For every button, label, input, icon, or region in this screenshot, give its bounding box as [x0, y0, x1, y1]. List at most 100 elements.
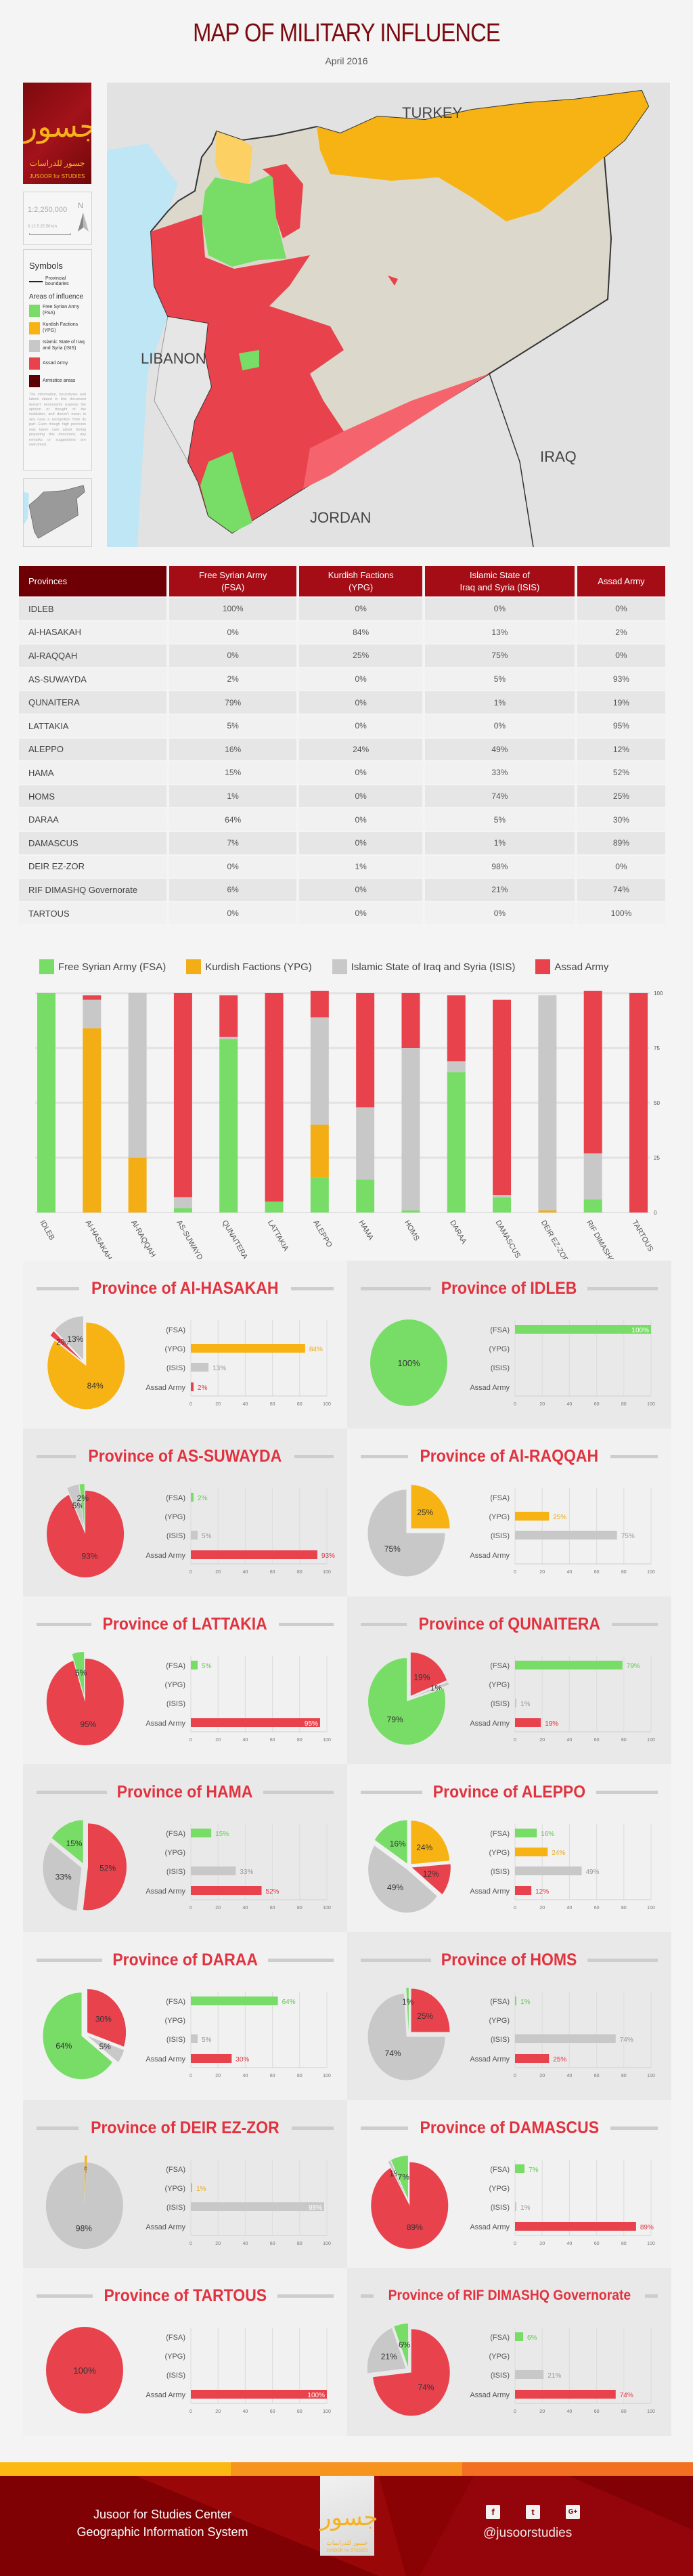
- bar: [515, 1531, 617, 1540]
- province-panel: Province of TARTOUS 100% 0 20 40 60 80 100 (FSA)…: [23, 2268, 347, 2436]
- table-row: Al-HASAKAH 0% 84% 13% 2%: [19, 621, 665, 644]
- scale-units: 0 12.5 25 50 km: [28, 225, 58, 229]
- legend-item-fsa: Free Syrian Army (FSA): [29, 304, 86, 317]
- panel-charts: 1%98%0 20 40 60 80 100(FSA)(YPG) 1%(ISIS) 98%As…: [45, 2156, 331, 2249]
- panel-title-text: Province of DEIR EZ-ZOR: [91, 2118, 280, 2137]
- table-cell: 25%: [299, 645, 422, 667]
- y-tick-label: 0: [654, 1210, 657, 1216]
- bar: [191, 1363, 209, 1372]
- footer-gis: Geographic Information System: [76, 2525, 248, 2539]
- x-tick-label: 60: [594, 1402, 600, 1407]
- bar-category-label: (YPG): [489, 2353, 510, 2361]
- label-lebanon: LIBANON: [141, 350, 206, 367]
- legend-label: Free Syrian Army (FSA): [58, 961, 166, 973]
- influence-table: Provinces Free Syrian Army (FSA) Kurdish…: [16, 565, 668, 925]
- province-name: Al-RAQQAH: [19, 645, 166, 667]
- title-rule: [278, 1622, 334, 1626]
- pie-slice: [374, 1820, 407, 1864]
- panel-title: Province of DAMASCUS: [361, 2116, 658, 2139]
- bar: [515, 1661, 623, 1669]
- bar-category-label: (ISIS): [491, 1868, 510, 1876]
- bar: [191, 1866, 236, 1875]
- bar-segment: [401, 993, 420, 1048]
- x-tick-label: 60: [270, 1570, 275, 1575]
- pie-label: 93%: [81, 1551, 97, 1560]
- pie-label: 2%: [77, 1493, 89, 1503]
- bar-value-label: 74%: [620, 2392, 633, 2399]
- bar-segment: [493, 999, 512, 1196]
- table-row: QUNAITERA 79% 0% 1% 19%: [19, 691, 665, 714]
- bar-segment: [447, 1072, 466, 1213]
- bar: [515, 2164, 525, 2173]
- bar-value-label: 49%: [585, 1869, 599, 1876]
- table-cell: 0%: [424, 598, 575, 620]
- bar: [515, 1866, 582, 1875]
- table-cell: 0%: [577, 645, 665, 667]
- bar-category-label: (YPG): [489, 1681, 510, 1689]
- x-tick-label: 100: [647, 1570, 655, 1575]
- pie-slice: [51, 1820, 83, 1864]
- page-subtitle: April 2016: [325, 56, 368, 66]
- pie-label: 52%: [99, 1863, 116, 1873]
- province-name: TARTOUS: [19, 902, 166, 925]
- bar-category-label: (ISIS): [491, 2204, 510, 2212]
- table-cell: 15%: [169, 762, 297, 784]
- pie-slice: [411, 1988, 450, 2032]
- title-rule: [37, 1622, 92, 1626]
- table-cell: 0%: [299, 879, 422, 901]
- x-tick-label: 40: [567, 2409, 573, 2414]
- x-tick-label: 80: [297, 1738, 303, 1743]
- x-tick-label: 0: [189, 1906, 192, 1911]
- title-rule: [361, 2294, 374, 2298]
- legend-label: Free Syrian Army (FSA): [43, 305, 80, 315]
- social-handle[interactable]: @jusoorstudies: [483, 2526, 573, 2540]
- facebook-icon[interactable]: f: [486, 2505, 500, 2519]
- y-tick-label: 25: [654, 1155, 660, 1161]
- bar: [515, 2034, 616, 2043]
- bar-category-label: (FSA): [166, 2334, 185, 2342]
- bar-category-label: (ISIS): [491, 1364, 510, 1372]
- bar-segment: [219, 1036, 238, 1040]
- pie-label: 30%: [95, 2015, 112, 2024]
- x-tick-label: 20: [539, 1570, 545, 1575]
- swatch-icon: [29, 357, 40, 370]
- bar: [515, 1325, 651, 1334]
- bar-value-label: 84%: [309, 1346, 323, 1353]
- x-tick-label: 20: [539, 2074, 545, 2078]
- bar-value-label: 5%: [202, 2036, 212, 2044]
- bar-category-label: Assad Army: [146, 1384, 185, 1392]
- panel-charts: 25% 74% 1% 0 20 40 60 80 100 (FSA) 1% (YPG) (ISIS) 74…: [367, 1988, 655, 2080]
- bar: [515, 2054, 550, 2063]
- bar-category-label: (FSA): [490, 1830, 510, 1838]
- pie-slice: [79, 1484, 85, 1528]
- bar: [515, 2390, 616, 2399]
- bar: [191, 1886, 262, 1895]
- x-tick-label: 20: [215, 1738, 221, 1743]
- title-rule: [596, 1790, 658, 1794]
- bar-category-label: (YPG): [489, 2017, 510, 2025]
- google-plus-icon[interactable]: G+: [566, 2505, 580, 2519]
- table-cell: 0%: [299, 808, 422, 831]
- table-cell: 0%: [299, 831, 422, 854]
- legend-item-armistice: Armistice areas: [29, 374, 86, 387]
- ypg-area: [317, 91, 648, 221]
- panel-charts: 95% 5% 0 20 40 60 80 100 (FSA) 5% (YPG) (ISIS) Assad…: [46, 1652, 331, 1745]
- pie-label: 25%: [417, 1508, 433, 1517]
- bar: [515, 1996, 517, 2005]
- pie-label: 98%: [76, 2223, 92, 2233]
- panel-charts: 100% 0 20 40 60 80 100 (FSA) 100% (YPG) (ISIS) Assa…: [370, 1319, 655, 1407]
- twitter-icon[interactable]: t: [526, 2505, 540, 2519]
- x-tick-label: 40: [243, 2242, 248, 2246]
- bar-category-label: Assad Army: [470, 1887, 510, 1896]
- bar-category-label: (YPG): [164, 2353, 185, 2361]
- pie-slice: [411, 1820, 450, 1864]
- table-cell: 0%: [299, 902, 422, 925]
- bar-category-label: (FSA): [490, 1998, 510, 2006]
- table-cell: 0%: [577, 855, 665, 878]
- table-row: RIF DIMASHQ Governorate 6% 0% 21% 74%: [19, 879, 665, 901]
- bar-value-label: 52%: [266, 1888, 280, 1896]
- bar: [191, 1661, 198, 1669]
- bar-segment: [310, 990, 329, 1018]
- swatch-icon: [29, 304, 40, 317]
- x-tick-label: HAMA: [357, 1219, 376, 1242]
